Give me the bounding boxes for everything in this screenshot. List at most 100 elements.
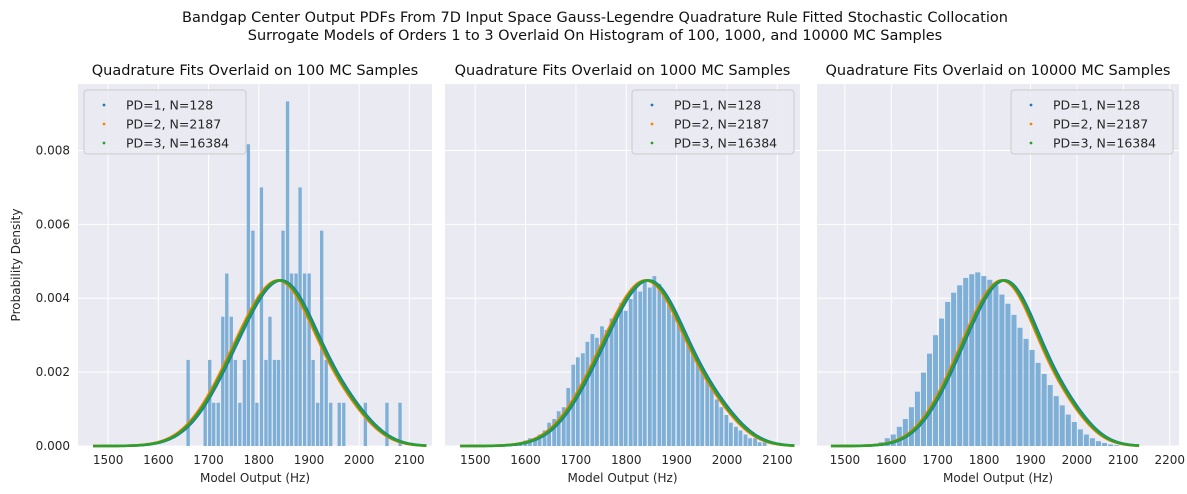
histogram-bar bbox=[993, 285, 999, 446]
histogram-bar bbox=[1023, 338, 1029, 446]
subplot-title: Quadrature Fits Overlaid on 1000 MC Samp… bbox=[455, 63, 791, 79]
histogram-bar bbox=[714, 399, 719, 446]
histogram-bar bbox=[933, 335, 939, 446]
histogram-bar bbox=[920, 372, 926, 446]
legend-frame bbox=[631, 89, 795, 155]
legend-entry: PD=3, N=16384 bbox=[126, 136, 229, 151]
legend-entry: PD=2, N=2187 bbox=[1053, 117, 1148, 132]
legend-entry: PD=2, N=2187 bbox=[674, 117, 769, 132]
histogram-bar bbox=[566, 388, 571, 446]
legend: PD=1, N=128 PD=2, N=2187 PD=3, N=16384 bbox=[83, 89, 247, 155]
legend-entry: PD=1, N=128 bbox=[674, 98, 761, 113]
subplot-1000-samples: 1500 1600 1700 1800 1900 2000 2100 Quadrature F… bbox=[445, 63, 800, 485]
histogram-bar bbox=[289, 273, 294, 446]
histogram-bar bbox=[676, 318, 681, 446]
histogram-bar bbox=[264, 359, 268, 446]
pdf-curve bbox=[459, 279, 795, 448]
y-tick-label: 0.004 bbox=[36, 291, 70, 305]
histogram-bar bbox=[585, 341, 590, 446]
histogram-bar bbox=[657, 283, 662, 446]
histogram-bar bbox=[1035, 362, 1041, 446]
histogram-bar bbox=[705, 380, 710, 446]
histogram-bar bbox=[556, 411, 561, 446]
subplot-100-samples: 1500 1600 1700 1800 1900 2000 2100 0.000 0.002 0.… bbox=[36, 63, 432, 485]
histogram-bar bbox=[221, 316, 225, 446]
histogram-bar bbox=[329, 402, 333, 446]
histogram-bar bbox=[302, 273, 307, 446]
histogram-bar bbox=[667, 303, 671, 446]
legend-entry: PD=2, N=2187 bbox=[126, 117, 221, 132]
histogram-bar bbox=[233, 359, 237, 446]
legend-marker bbox=[1029, 103, 1033, 107]
legend-marker bbox=[650, 141, 654, 145]
x-tick-label: 2100 bbox=[394, 453, 425, 467]
histogram-bar bbox=[1077, 429, 1083, 446]
legend-marker bbox=[102, 122, 106, 126]
x-tick-label: 2100 bbox=[762, 453, 793, 467]
histogram-bar bbox=[623, 310, 628, 446]
histogram-bar bbox=[1114, 445, 1120, 446]
histogram-bar bbox=[285, 101, 290, 447]
legend-marker bbox=[102, 103, 106, 107]
histogram-bar bbox=[268, 316, 272, 446]
y-tick-label: 0.000 bbox=[36, 439, 70, 453]
histogram-bar bbox=[614, 314, 618, 446]
histogram-bar bbox=[1101, 443, 1107, 446]
histogram-bar bbox=[337, 402, 341, 446]
legend-marker bbox=[650, 122, 654, 126]
x-tick-label: 1900 bbox=[1015, 453, 1046, 467]
x-tick-label: 1700 bbox=[561, 453, 592, 467]
histogram-bar bbox=[542, 430, 547, 446]
y-tick-label: 0.002 bbox=[36, 365, 70, 379]
histogram-bar bbox=[533, 438, 537, 446]
histogram-bar bbox=[1071, 421, 1077, 446]
histogram-bar bbox=[914, 391, 920, 446]
histogram-bar bbox=[561, 407, 566, 446]
histogram-bar bbox=[537, 434, 542, 446]
histogram-bar bbox=[1041, 373, 1047, 446]
histogram-bar bbox=[1089, 438, 1095, 446]
histogram-bar bbox=[695, 361, 700, 446]
x-tick-label: 1600 bbox=[876, 453, 907, 467]
histogram-bar bbox=[316, 402, 320, 446]
histogram-bar bbox=[724, 414, 729, 446]
legend-marker bbox=[1029, 141, 1033, 145]
x-tick-label: 1500 bbox=[460, 453, 491, 467]
x-tick-label: 1900 bbox=[294, 453, 325, 467]
x-tick-label: 1500 bbox=[93, 453, 124, 467]
histogram-bar bbox=[363, 402, 368, 446]
histogram-bar bbox=[281, 230, 285, 446]
histogram-bar bbox=[719, 407, 724, 446]
histogram-bar bbox=[896, 426, 902, 446]
histogram-bar bbox=[743, 434, 748, 446]
histogram-bar bbox=[255, 402, 259, 446]
histogram-bar bbox=[580, 353, 585, 446]
y-tick-label: 0.006 bbox=[36, 217, 70, 231]
histogram-bar bbox=[590, 334, 595, 446]
histogram-bar bbox=[975, 272, 981, 446]
histogram-bar bbox=[595, 337, 599, 446]
histogram-bar bbox=[547, 422, 552, 446]
histogram-bar bbox=[957, 285, 963, 446]
x-axis-label: Model Output (Hz) bbox=[943, 471, 1053, 485]
histogram-bar bbox=[690, 353, 695, 446]
histogram-bar bbox=[908, 407, 914, 446]
legend-entry: PD=3, N=16384 bbox=[674, 136, 777, 151]
histogram-bar bbox=[575, 357, 580, 446]
histogram-bar bbox=[926, 353, 933, 446]
x-tick-label: 1800 bbox=[611, 453, 642, 467]
histogram-bar bbox=[902, 419, 908, 446]
x-tick-label: 1900 bbox=[661, 453, 692, 467]
histogram-bar bbox=[1065, 414, 1071, 446]
legend-marker bbox=[102, 141, 106, 145]
x-tick-label: 2000 bbox=[712, 453, 743, 467]
histogram-bar bbox=[216, 402, 220, 446]
histogram-bar bbox=[762, 442, 767, 446]
x-tick-label: 1800 bbox=[243, 453, 274, 467]
subplot-10000-samples: 1500 1600 1700 1800 1900 2000 2100 2200 Quadratu… bbox=[817, 63, 1185, 485]
histogram-bar bbox=[609, 318, 614, 446]
x-tick-label: 1600 bbox=[143, 453, 174, 467]
histogram-bar bbox=[1083, 434, 1089, 446]
histogram-bar bbox=[642, 279, 647, 446]
figure-suptitle-line2: Surrogate Models of Orders 1 to 3 Overla… bbox=[248, 28, 942, 44]
